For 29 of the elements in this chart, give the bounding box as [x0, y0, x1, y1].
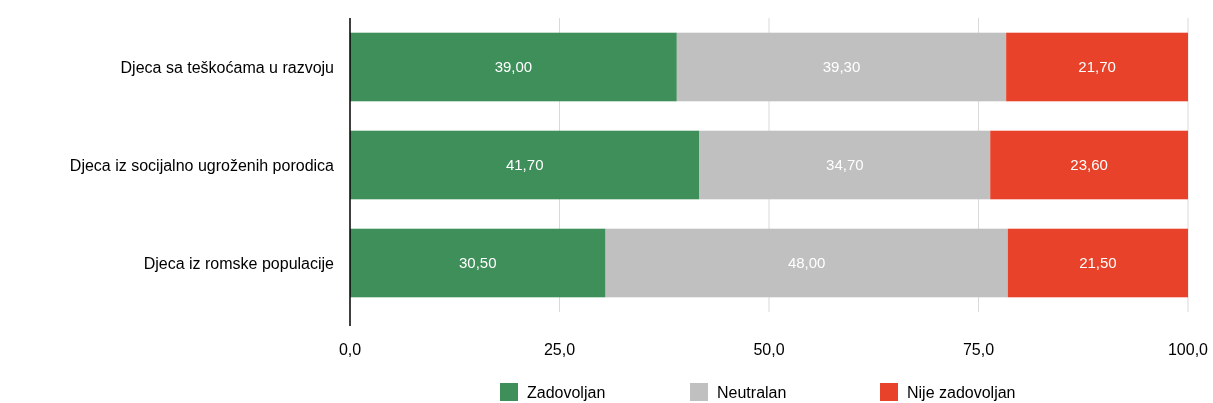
- y-tick-label: Djeca iz romske populacije: [143, 254, 335, 272]
- x-tick-label: 25,0: [543, 341, 576, 358]
- data-label: 39,30: [822, 58, 861, 76]
- bar: [676, 32, 1007, 102]
- data-label: 21,70: [1078, 58, 1116, 76]
- x-tick-label: 50,0: [753, 341, 785, 358]
- x-tick-label: 75,0: [962, 341, 995, 358]
- bar: [350, 228, 606, 298]
- x-tick-label: 100,0: [1167, 341, 1209, 358]
- data-label: 23,60: [1070, 156, 1108, 174]
- data-label: 30,50: [459, 254, 497, 272]
- bar: [990, 130, 1188, 200]
- y-tick-label: Djeca iz socijalno ugroženih porodica: [69, 156, 335, 174]
- bar: [350, 130, 700, 200]
- y-tick-label: Djeca sa teškoćama u razvoju: [120, 58, 334, 76]
- data-label: 41,70: [505, 156, 544, 174]
- data-label: 34,70: [826, 156, 864, 174]
- data-label: 21,50: [1079, 254, 1117, 272]
- data-label: 48,00: [787, 254, 826, 272]
- bar: [1006, 32, 1188, 102]
- bar: [699, 130, 991, 200]
- bar: [350, 32, 677, 102]
- legend-label: Neutralan: [717, 383, 787, 401]
- x-tick-label: 0,0: [338, 341, 362, 358]
- bar: [1007, 228, 1188, 298]
- legend-label: Nije zadovoljan: [907, 383, 1016, 401]
- legend-label: Zadovoljan: [527, 383, 606, 401]
- bar: [605, 228, 1008, 298]
- data-label: 39,00: [494, 58, 533, 76]
